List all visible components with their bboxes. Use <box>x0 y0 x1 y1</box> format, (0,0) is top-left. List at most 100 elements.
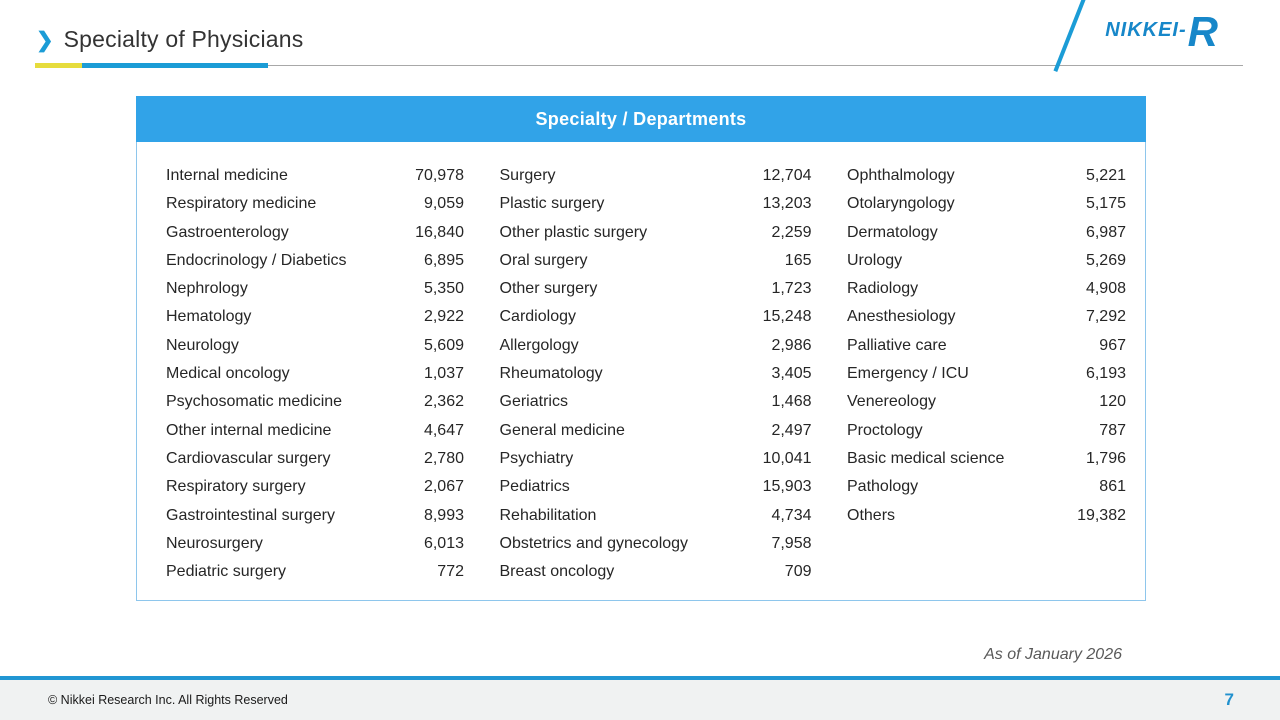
specialty-value: 15,903 <box>762 478 812 496</box>
specialty-label: Medical oncology <box>166 365 290 383</box>
specialty-value: 9,059 <box>423 195 464 213</box>
table-row: Pediatric surgery 772 <box>166 558 464 586</box>
table-row: Radiology 4,908 <box>847 275 1126 303</box>
table-row: General medicine 2,497 <box>500 417 812 445</box>
table-row: Breast oncology 709 <box>500 558 812 586</box>
specialty-label: Psychiatry <box>499 449 574 467</box>
specialty-value: 6,013 <box>423 534 464 552</box>
specialty-label: Anesthesiology <box>847 308 956 326</box>
logo-r-glyph: R <box>1187 8 1218 55</box>
specialty-table: Specialty / Departments Internal medicin… <box>136 96 1146 602</box>
specialty-value: 5,221 <box>1085 167 1126 184</box>
title-underline-blue <box>82 63 268 68</box>
table-row: Dermatology 6,987 <box>847 219 1126 247</box>
specialty-label: Cardiology <box>499 308 576 326</box>
footer: © Nikkei Research Inc. All Rights Reserv… <box>0 676 1280 720</box>
page-title: Specialty of Physicians <box>63 26 304 52</box>
specialty-value: 1,723 <box>771 280 812 298</box>
specialty-label: Emergency / ICU <box>847 365 969 383</box>
specialty-value: 787 <box>1099 421 1126 439</box>
specialty-label: Nephrology <box>166 280 248 298</box>
specialty-value: 7,958 <box>771 534 812 552</box>
specialty-value: 120 <box>1099 393 1126 411</box>
specialty-label: Neurosurgery <box>166 534 263 552</box>
specialty-label: Internal medicine <box>166 167 288 184</box>
table-row: Psychiatry 10,041 <box>500 445 812 473</box>
table-row: Venereology 120 <box>847 388 1126 416</box>
specialty-value: 12,704 <box>762 167 812 184</box>
table-row: Rheumatology 3,405 <box>500 360 812 388</box>
page-number: 7 <box>1224 690 1234 709</box>
table-row: Hematology 2,922 <box>166 303 464 331</box>
table-row: Proctology 787 <box>847 417 1126 445</box>
logo-slash-icon <box>1053 0 1087 72</box>
table-body: Internal medicine 70,978 Respiratory medic… <box>136 142 1146 602</box>
specialty-label: Otolaryngology <box>847 195 955 213</box>
specialty-value: 1,037 <box>423 365 464 383</box>
specialty-value: 15,248 <box>762 308 812 326</box>
table-row: Internal medicine 70,978 <box>166 162 464 190</box>
copyright-text: © Nikkei Research Inc. All Rights Reserv… <box>48 693 288 707</box>
specialty-value: 967 <box>1099 336 1126 354</box>
table-header: Specialty / Departments <box>136 96 1146 142</box>
table-row: Obstetrics and gynecology 7,958 <box>500 530 812 558</box>
specialty-value: 2,922 <box>423 308 464 326</box>
specialty-label: Respiratory medicine <box>166 195 317 213</box>
table-row: Ophthalmology 5,221 <box>847 162 1126 190</box>
table-column-2: Surgery 12,704 Plastic surgery 13,203 Other … <box>500 162 812 586</box>
specialty-label: Dermatology <box>847 223 938 241</box>
specialty-value: 2,067 <box>423 478 464 496</box>
table-row: Other plastic surgery 2,259 <box>500 219 812 247</box>
specialty-label: Basic medical science <box>847 449 1005 467</box>
table-row: Other internal medicine 4,647 <box>166 417 464 445</box>
specialty-value: 10,041 <box>762 449 812 467</box>
specialty-label: Ophthalmology <box>847 167 955 184</box>
specialty-value: 709 <box>784 563 812 581</box>
specialty-value: 6,895 <box>423 251 464 269</box>
table-row: Medical oncology 1,037 <box>166 360 464 388</box>
title-underline-yellow <box>35 63 82 68</box>
specialty-label: Urology <box>847 251 903 269</box>
specialty-value: 5,609 <box>423 336 464 354</box>
specialty-label: Endocrinology / Diabetics <box>166 251 347 269</box>
specialty-label: Other surgery <box>499 280 598 298</box>
table-row: Cardiology 15,248 <box>500 303 812 331</box>
specialty-label: Geriatrics <box>499 393 568 411</box>
table-row: Respiratory surgery 2,067 <box>166 473 464 501</box>
table-row: Otolaryngology 5,175 <box>847 190 1126 218</box>
table-row: Emergency / ICU 6,193 <box>847 360 1126 388</box>
table-row: Anesthesiology 7,292 <box>847 303 1126 331</box>
specialty-label: Proctology <box>847 421 923 439</box>
table-row: Others 19,382 <box>847 502 1126 530</box>
table-row: Geriatrics 1,468 <box>500 388 812 416</box>
specialty-label: Rheumatology <box>499 365 603 383</box>
specialty-value: 7,292 <box>1085 308 1126 326</box>
specialty-value: 5,269 <box>1085 251 1126 269</box>
specialty-label: Plastic surgery <box>499 195 605 213</box>
table-row: Neurosurgery 6,013 <box>166 530 464 558</box>
specialty-value: 2,497 <box>771 421 812 439</box>
specialty-label: Respiratory surgery <box>166 478 306 496</box>
table-row: Endocrinology / Diabetics 6,895 <box>166 247 464 275</box>
specialty-label: Others <box>847 506 896 524</box>
table-row: Allergology 2,986 <box>500 332 812 360</box>
specialty-value: 2,362 <box>423 393 464 411</box>
specialty-label: Venereology <box>847 393 936 411</box>
table-row: Neurology 5,609 <box>166 332 464 360</box>
specialty-label: Oral surgery <box>499 251 588 269</box>
specialty-value: 861 <box>1099 478 1126 496</box>
specialty-value: 4,908 <box>1085 280 1126 298</box>
specialty-label: Neurology <box>166 336 239 354</box>
table-row: Surgery 12,704 <box>500 162 812 190</box>
specialty-label: Breast oncology <box>499 563 615 581</box>
specialty-value: 8,993 <box>423 506 464 524</box>
specialty-label: Gastrointestinal surgery <box>166 506 335 524</box>
specialty-value: 165 <box>784 251 812 269</box>
specialty-label: Psychosomatic medicine <box>166 393 343 411</box>
specialty-value: 6,987 <box>1085 223 1126 241</box>
table-row: Cardiovascular surgery 2,780 <box>166 445 464 473</box>
specialty-value: 16,840 <box>415 223 464 241</box>
specialty-value: 6,193 <box>1085 365 1126 383</box>
specialty-label: Other plastic surgery <box>499 223 648 241</box>
specialty-label: Pathology <box>847 478 919 496</box>
